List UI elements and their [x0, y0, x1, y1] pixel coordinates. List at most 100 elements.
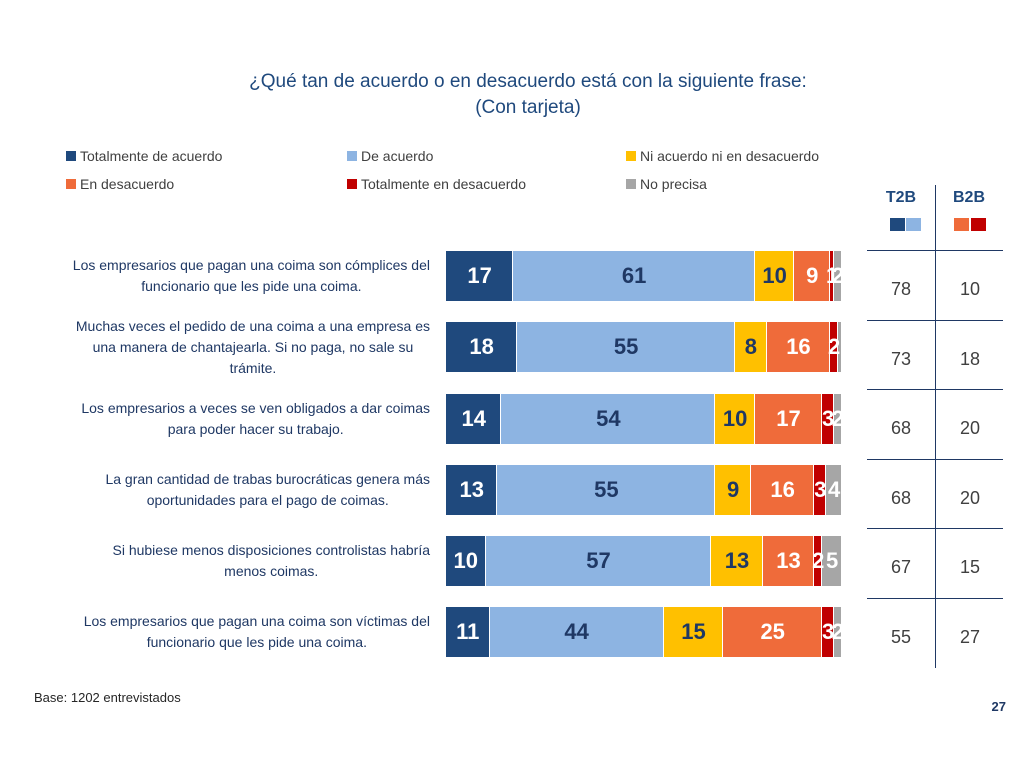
category-label: Los empresarios que pagan una coima son … [0, 607, 430, 657]
bar-segment-totalmente-en-desacuerdo [830, 322, 839, 372]
bar-segment-totalmente-de-acuerdo [446, 251, 514, 301]
bar-segment-ni-acuerdo-ni-en-desacuerdo [715, 394, 755, 444]
bar-segment-no-precisa [826, 465, 842, 515]
data-label-totalmente-de-acuerdo: 10 [453, 548, 479, 573]
bar-segment-ni-acuerdo-ni-en-desacuerdo [735, 322, 767, 372]
legend-label: Totalmente de acuerdo [80, 148, 223, 164]
data-label-ni-acuerdo-ni-en-desacuerdo: 9 [726, 477, 740, 502]
category-label: Muchas veces el pedido de una coima a un… [0, 318, 430, 376]
t2b-value: 67 [890, 556, 912, 577]
bar-segment-ni-acuerdo-ni-en-desacuerdo [715, 465, 751, 515]
chart-title: ¿Qué tan de acuerdo o en desacuerdo está… [249, 71, 807, 92]
bar-segment-totalmente-de-acuerdo [446, 607, 490, 657]
data-label-ni-acuerdo-ni-en-desacuerdo: 13 [724, 548, 750, 573]
data-label-en-desacuerdo: 13 [776, 548, 801, 573]
bar-segment-en-desacuerdo [794, 251, 831, 301]
bar-segment-totalmente-de-acuerdo [446, 536, 486, 586]
data-label-totalmente-en-desacuerdo: 1 [825, 263, 839, 288]
bar-segment-totalmente-en-desacuerdo [814, 465, 827, 515]
t2b-header: T2B [885, 189, 917, 206]
b2b-header: B2B [952, 189, 985, 206]
data-label-de-acuerdo: 54 [596, 406, 621, 431]
t2b-value: 73 [890, 348, 912, 369]
page-number: 27 [991, 699, 1006, 714]
bar-segment-ni-acuerdo-ni-en-desacuerdo [711, 536, 763, 586]
b2b-value: 15 [959, 556, 981, 577]
legend-swatch-totalmente-en-desacuerdo [347, 179, 357, 189]
bar-segment-de-acuerdo [513, 251, 755, 301]
bar-segment-totalmente-de-acuerdo [446, 394, 502, 444]
bar-segment-totalmente-en-desacuerdo [822, 394, 835, 444]
t2b-value: 68 [890, 487, 912, 508]
data-label-de-acuerdo: 61 [621, 263, 647, 288]
legend-swatch-no-precisa [626, 179, 636, 189]
data-label-totalmente-en-desacuerdo: 2 [812, 548, 825, 573]
chart-subtitle: (Con tarjeta) [475, 97, 581, 118]
t2b-value: 55 [890, 626, 912, 647]
data-label-en-desacuerdo: 16 [770, 477, 795, 502]
bar-segment-en-desacuerdo [754, 394, 823, 444]
table-divider [867, 320, 1003, 321]
category-label-text: La gran cantidad de trabas burocráticas … [105, 471, 430, 508]
category-label-text: Los empresarios a veces se ven obligados… [81, 400, 430, 437]
bar-segment-totalmente-en-desacuerdo [830, 251, 835, 301]
legend-item-totalmente-en-desacuerdo: Totalmente en desacuerdo [347, 176, 526, 192]
category-label: Los empresarios a veces se ven obligados… [0, 394, 430, 444]
bar-segment-ni-acuerdo-ni-en-desacuerdo [663, 607, 724, 657]
data-label-no-precisa: 5 [825, 548, 839, 573]
data-label-en-desacuerdo: 17 [776, 406, 801, 431]
legend-swatch-totalmente-de-acuerdo [66, 151, 76, 161]
data-label-totalmente-en-desacuerdo: 3 [822, 619, 835, 644]
bar-segment-de-acuerdo [485, 536, 712, 586]
legend-label: En desacuerdo [80, 176, 175, 192]
legend-swatch-en-desacuerdo [66, 179, 76, 189]
legend-swatch-de-acuerdo [347, 151, 357, 161]
table-divider [867, 459, 1003, 460]
bar-segment-de-acuerdo [501, 394, 716, 444]
data-label-ni-acuerdo-ni-en-desacuerdo: 8 [744, 334, 758, 359]
data-label-en-desacuerdo: 16 [786, 334, 811, 359]
table-divider [867, 389, 1003, 390]
table-divider [867, 250, 1003, 251]
data-label-en-desacuerdo: 9 [806, 263, 819, 288]
data-label-de-acuerdo: 55 [594, 477, 619, 502]
category-label-text: Los empresarios que pagan una coima son … [83, 613, 430, 650]
bar-segment-totalmente-en-desacuerdo [814, 536, 823, 586]
table-divider [867, 598, 1003, 599]
category-label-text: Muchas veces el pedido de una coima a un… [75, 317, 430, 376]
data-label-no-precisa: 2 [831, 619, 845, 644]
legend-label: Totalmente en desacuerdo [361, 176, 526, 192]
legend-item-no-precisa: No precisa [626, 176, 707, 192]
data-label-no-precisa: 2 [831, 263, 845, 288]
category-label: Si hubiese menos disposiciones controlis… [0, 536, 430, 586]
table-vertical-divider [935, 185, 936, 668]
t2b-swatch-dark-blue [890, 218, 905, 231]
bar-segment-no-precisa [834, 251, 842, 301]
legend-item-en-desacuerdo: En desacuerdo [66, 176, 174, 192]
data-label-totalmente-de-acuerdo: 17 [467, 263, 492, 288]
legend-label: Ni acuerdo ni en desacuerdo [640, 148, 820, 164]
data-label-no-precisa: 4 [827, 477, 841, 502]
data-label-de-acuerdo: 44 [564, 619, 589, 644]
category-label: La gran cantidad de trabas burocráticas … [0, 465, 430, 515]
data-label-de-acuerdo: 57 [586, 548, 611, 573]
b2b-swatch-orange [954, 218, 969, 231]
b2b-value: 27 [959, 626, 981, 647]
b2b-value: 18 [959, 348, 981, 369]
legend-item-ni-acuerdo-ni-en-desacuerdo: Ni acuerdo ni en desacuerdo [626, 148, 819, 164]
bar-segment-totalmente-en-desacuerdo [822, 607, 835, 657]
t2b-value: 78 [890, 278, 912, 299]
category-label: Los empresarios que pagan una coima son … [0, 251, 430, 301]
bar-segment-en-desacuerdo [750, 465, 815, 515]
data-label-totalmente-en-desacuerdo: 2 [827, 334, 841, 359]
data-label-ni-acuerdo-ni-en-desacuerdo: 10 [722, 406, 748, 431]
category-label-text: Los empresarios que pagan una coima son … [72, 257, 430, 294]
legend-swatch-ni-acuerdo-ni-en-desacuerdo [626, 151, 636, 161]
data-label-totalmente-de-acuerdo: 11 [456, 619, 480, 644]
bar-segment-totalmente-de-acuerdo [446, 465, 498, 515]
bar-segment-de-acuerdo [489, 607, 664, 657]
legend-label: No precisa [640, 176, 707, 192]
t2b-swatch-light-blue [906, 218, 921, 231]
legend-label: De acuerdo [361, 148, 434, 164]
table-divider [867, 528, 1003, 529]
